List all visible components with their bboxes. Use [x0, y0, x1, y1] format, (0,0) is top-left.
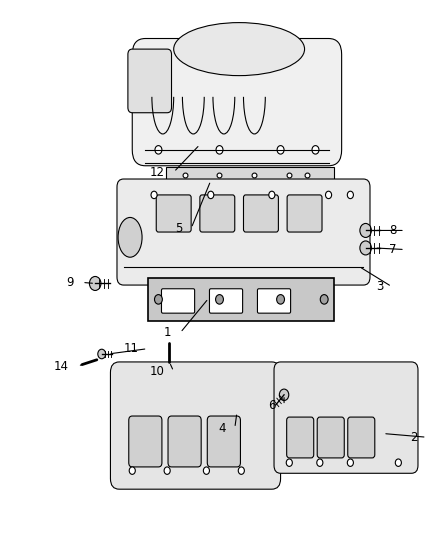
FancyBboxPatch shape [132, 38, 341, 166]
Circle shape [346, 459, 353, 466]
Circle shape [325, 191, 331, 199]
FancyBboxPatch shape [156, 195, 191, 232]
Ellipse shape [173, 22, 304, 76]
FancyBboxPatch shape [148, 278, 333, 321]
Circle shape [311, 146, 318, 154]
Circle shape [164, 467, 170, 474]
Circle shape [203, 467, 209, 474]
Circle shape [359, 223, 371, 237]
Circle shape [98, 349, 106, 359]
FancyBboxPatch shape [110, 362, 280, 489]
Circle shape [276, 146, 283, 154]
Circle shape [129, 467, 135, 474]
FancyBboxPatch shape [161, 289, 194, 313]
Circle shape [320, 295, 327, 304]
Circle shape [316, 459, 322, 466]
Circle shape [279, 389, 288, 400]
FancyBboxPatch shape [127, 49, 171, 113]
Text: 7: 7 [388, 243, 395, 256]
FancyBboxPatch shape [317, 417, 343, 458]
FancyBboxPatch shape [347, 417, 374, 458]
Circle shape [238, 467, 244, 474]
Circle shape [215, 295, 223, 304]
Circle shape [207, 191, 213, 199]
Text: 14: 14 [54, 360, 69, 373]
Circle shape [394, 459, 400, 466]
FancyBboxPatch shape [286, 195, 321, 232]
FancyBboxPatch shape [199, 195, 234, 232]
Circle shape [276, 295, 284, 304]
Text: 9: 9 [66, 276, 73, 289]
FancyBboxPatch shape [207, 416, 240, 467]
Circle shape [268, 191, 274, 199]
Text: 11: 11 [124, 342, 138, 355]
FancyBboxPatch shape [286, 417, 313, 458]
FancyBboxPatch shape [168, 416, 201, 467]
Text: 3: 3 [375, 280, 382, 293]
Circle shape [89, 277, 101, 290]
FancyBboxPatch shape [117, 179, 369, 285]
Text: 8: 8 [388, 224, 395, 237]
Text: 5: 5 [175, 222, 182, 235]
Text: 4: 4 [218, 422, 226, 435]
FancyBboxPatch shape [128, 416, 162, 467]
FancyBboxPatch shape [209, 289, 242, 313]
Ellipse shape [118, 217, 142, 257]
Text: 10: 10 [150, 365, 165, 378]
Text: 6: 6 [267, 399, 275, 412]
Text: 12: 12 [150, 166, 165, 179]
Circle shape [215, 146, 223, 154]
Circle shape [286, 459, 292, 466]
Circle shape [359, 241, 371, 255]
Text: 2: 2 [410, 431, 417, 444]
Circle shape [151, 191, 157, 199]
Circle shape [155, 146, 162, 154]
FancyBboxPatch shape [243, 195, 278, 232]
Circle shape [154, 295, 162, 304]
FancyBboxPatch shape [166, 167, 333, 183]
Circle shape [346, 191, 353, 199]
FancyBboxPatch shape [257, 289, 290, 313]
Text: 1: 1 [164, 326, 171, 340]
FancyBboxPatch shape [273, 362, 417, 473]
